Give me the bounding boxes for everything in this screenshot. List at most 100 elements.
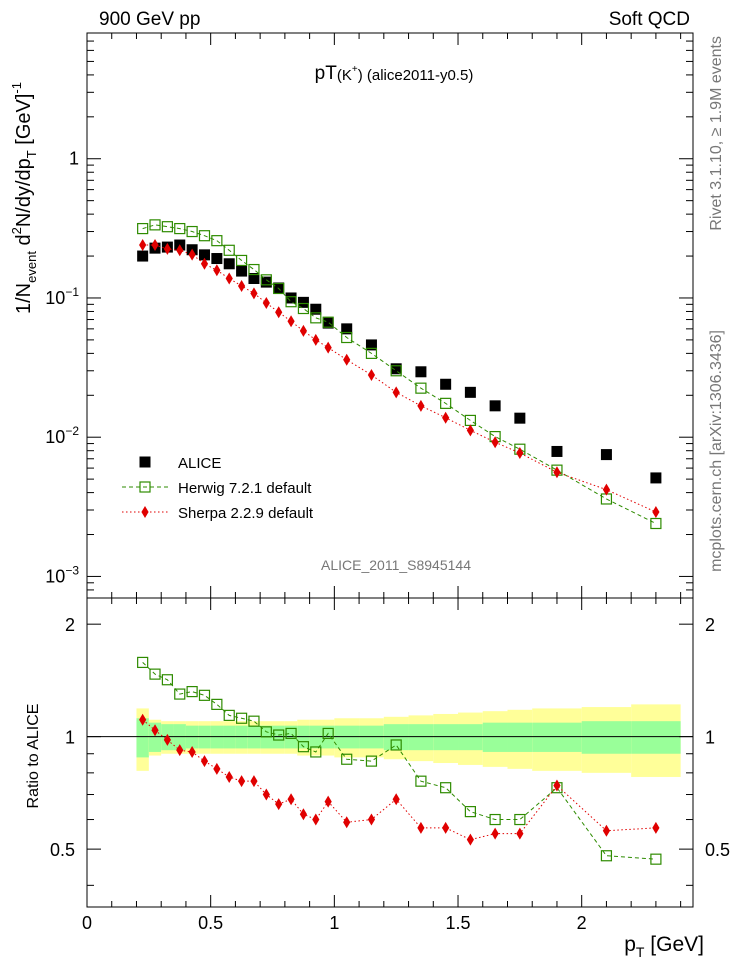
ylabel-b: d xyxy=(13,234,35,251)
main-sherpa-point xyxy=(262,297,270,310)
main-sherpa-point xyxy=(491,436,499,449)
main-herwig-point xyxy=(415,382,427,394)
legend-herwig-marker xyxy=(139,481,151,493)
main-sherpa-point xyxy=(553,466,561,479)
main-alice-point xyxy=(600,449,612,461)
main-sherpa-point xyxy=(367,368,376,381)
ratio-panel-ticks: 0 0.5 1 1.5 2 0.5 0.5 1 1 2 2 xyxy=(50,598,730,933)
ratio-herwig-point xyxy=(223,709,235,721)
ratio-herwig-point xyxy=(489,813,501,826)
band-inner-bin xyxy=(482,722,508,752)
main-sherpa-point xyxy=(417,399,425,412)
main-sherpa-point xyxy=(516,447,524,460)
upper-panel-data xyxy=(137,219,662,530)
main-alice-point xyxy=(440,378,452,390)
ylabel-b-sup: 2 xyxy=(9,227,24,234)
ratio-herwig-point xyxy=(341,753,353,765)
xlabel-unit: [GeV] xyxy=(644,933,704,956)
ratio-sherpa-point xyxy=(225,770,233,783)
ratio-herwig-point xyxy=(235,712,248,724)
ylabel-d-sup: -1 xyxy=(9,82,24,94)
ratio-herwig-point xyxy=(440,782,452,794)
ylabel-c-sub: T xyxy=(24,150,39,158)
ratio-sherpa-point xyxy=(275,798,283,811)
rivet-label: Rivet 3.1.10, ≥ 1.9M events xyxy=(708,36,725,231)
ratio-sherpa-point xyxy=(367,813,376,826)
lower-frame-box xyxy=(86,597,694,908)
main-herwig-point xyxy=(322,316,334,328)
band-inner-bin xyxy=(631,721,681,754)
ratio-sherpa-point xyxy=(151,724,159,737)
x-tick-label: 1 xyxy=(329,913,339,933)
main-sherpa-point xyxy=(188,248,196,261)
ratio-y-tick-label: 2 xyxy=(65,615,75,635)
main-herwig-point xyxy=(260,274,272,286)
main-sherpa-point xyxy=(275,306,283,319)
main-alice-point xyxy=(260,276,272,288)
main-sherpa-point xyxy=(237,279,246,292)
ratio-sherpa-point xyxy=(163,733,171,746)
main-sherpa-point xyxy=(139,239,147,252)
mcplots-label: mcplots.cern.ch [arXiv:1306.3436] xyxy=(708,330,725,572)
ratio-herwig-point xyxy=(365,755,378,767)
main-alice-point xyxy=(137,250,149,262)
x-tick-label: 0 xyxy=(82,913,92,933)
band-inner-bin xyxy=(581,721,632,754)
legend-sherpa-label: Sherpa 2.2.9 default xyxy=(178,505,314,522)
x-tick-label: 2 xyxy=(577,913,587,933)
main-alice-point xyxy=(464,386,476,398)
main-sherpa-point xyxy=(324,341,332,354)
main-herwig-point xyxy=(273,282,285,295)
main-alice-point xyxy=(514,412,526,424)
main-alice-point xyxy=(415,366,427,378)
legend-sherpa-marker xyxy=(141,506,149,518)
ratio-sherpa-point xyxy=(200,755,209,768)
main-sherpa-point xyxy=(287,315,295,328)
ratio-herwig-point xyxy=(415,775,427,787)
band-inner-bin xyxy=(458,724,483,751)
main-alice-point xyxy=(390,363,402,375)
ratio-panel-frame xyxy=(86,597,694,908)
ratio-sherpa-point xyxy=(602,824,611,837)
ratio-sherpa-point xyxy=(250,775,258,788)
main-herwig-point xyxy=(390,365,402,377)
y-tick-label: 10−1 xyxy=(45,285,79,308)
main-sherpa-point xyxy=(250,287,258,300)
main-sherpa-point xyxy=(652,506,660,519)
main-alice-point xyxy=(551,445,563,457)
band-inner-bin xyxy=(408,724,434,751)
main-alice-point xyxy=(322,317,334,329)
plot-title-sup: + xyxy=(352,64,358,75)
ratio-sherpa-point xyxy=(287,793,295,806)
plot-title-rest: ) (alice2011-y0.5) xyxy=(358,67,474,84)
main-alice-point xyxy=(341,323,353,335)
main-herwig-line xyxy=(142,224,657,524)
plot-title: pT(K+) (alice2011-y0.5) xyxy=(315,63,474,84)
main-sherpa-point xyxy=(176,244,184,257)
watermark: ALICE_2011_S8945144 xyxy=(321,557,471,573)
upper-panel-ticks: 10−3 10−2 10−1 1 xyxy=(45,32,693,599)
ratio-herwig-point xyxy=(174,688,186,700)
main-sherpa-point xyxy=(312,333,320,346)
main-alice-point xyxy=(211,253,223,265)
main-sherpa-point xyxy=(200,257,209,270)
main-alice-point xyxy=(198,249,210,261)
ratio-sherpa-point xyxy=(417,821,425,834)
main-sherpa-point xyxy=(213,264,221,277)
band-inner-bin xyxy=(383,724,409,751)
plot-title-main: pT xyxy=(315,63,338,84)
ratio-sherpa-point xyxy=(343,816,351,829)
main-herwig-point xyxy=(198,230,211,242)
ratio-sherpa-point xyxy=(312,813,320,826)
main-herwig-point xyxy=(211,235,223,247)
legend-alice-marker xyxy=(139,456,151,468)
main-sherpa-point xyxy=(151,239,159,252)
ratio-herwig-point xyxy=(211,698,223,710)
main-alice-point xyxy=(223,258,235,270)
ratio-herwig-point xyxy=(297,741,310,753)
header-right: Soft QCD xyxy=(609,9,690,30)
main-alice-point xyxy=(248,272,260,284)
lower-y-axis-label: Ratio to ALICE xyxy=(25,704,42,809)
main-sherpa-line xyxy=(142,244,657,513)
band-inner-bin xyxy=(507,722,533,752)
